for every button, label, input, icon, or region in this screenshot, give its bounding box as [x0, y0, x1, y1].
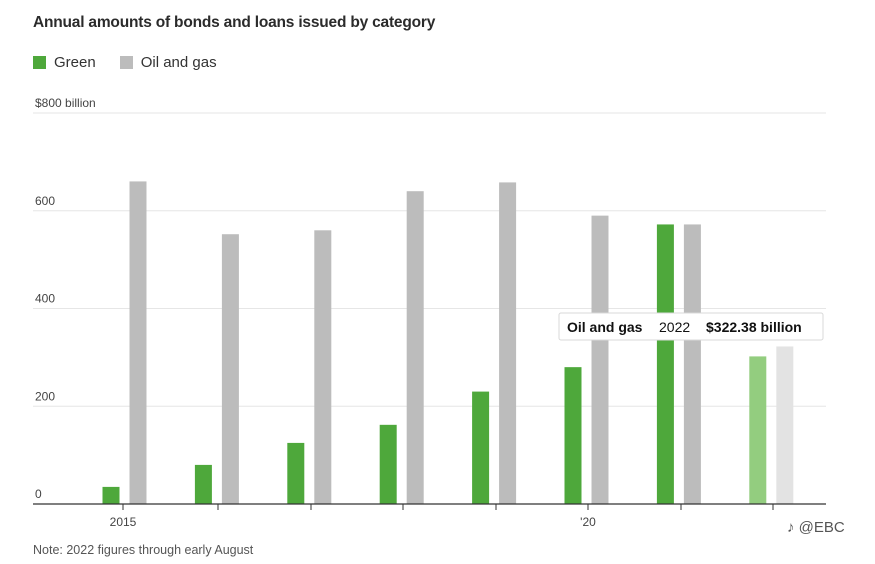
bar-oil-gas: [129, 181, 147, 505]
chart-title: Annual amounts of bonds and loans issued…: [33, 14, 436, 31]
legend-item-green: Green: [33, 54, 96, 71]
tooltip-series-label: Oil and gas: [567, 319, 643, 335]
footnote: Note: 2022 figures through early August: [33, 543, 254, 557]
legend-item-oil-gas: Oil and gas: [119, 54, 217, 71]
bar-oil-gas: [591, 215, 609, 504]
legend: Green Oil and gas: [33, 54, 241, 71]
watermark-logo-icon: ♪: [787, 519, 795, 536]
bar-green: [102, 486, 120, 504]
bar-oil-gas: [499, 182, 517, 504]
bar-green: [564, 367, 582, 504]
bar-green: [749, 356, 767, 504]
bar-green: [287, 442, 305, 504]
y-tick-label: 0: [35, 487, 42, 501]
bar-oil-gas: [406, 191, 424, 504]
legend-swatch-green: [33, 56, 46, 69]
bar-oil-gas: [221, 234, 239, 504]
legend-label-green: Green: [54, 54, 96, 71]
y-tick-label: $800 billion: [35, 96, 96, 110]
bar-oil-gas: [683, 224, 701, 504]
x-tick-label: 2015: [110, 515, 137, 529]
bar-green: [656, 224, 674, 504]
bar-green: [472, 391, 490, 504]
bar-green: [379, 424, 397, 504]
watermark-text: @EBC: [798, 519, 845, 536]
legend-label-oil-gas: Oil and gas: [140, 54, 217, 71]
legend-swatch-oil-gas: [119, 56, 133, 69]
y-tick-label: 600: [35, 194, 55, 208]
tooltip-year-label: 2022: [659, 319, 690, 335]
bar-oil-gas: [776, 346, 794, 504]
tooltip-value-label: $322.38 billion: [706, 319, 802, 335]
tooltip-box: [558, 312, 824, 341]
bar-green: [194, 464, 212, 504]
watermark: ♪ @EBC: [787, 519, 845, 536]
y-tick-label: 200: [35, 389, 55, 403]
y-tick-label: 400: [35, 292, 55, 306]
x-tick-label: '20: [580, 515, 596, 529]
bar-oil-gas: [314, 230, 332, 505]
